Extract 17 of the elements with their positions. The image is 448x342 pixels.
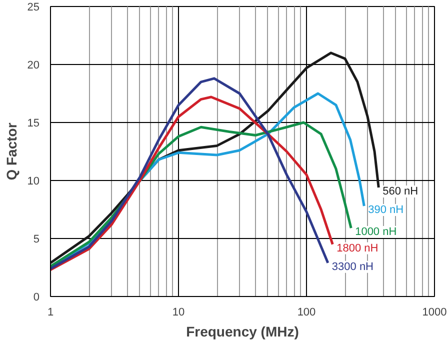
x-tick-label: 10 [172, 306, 185, 318]
series-label: 1800 nH [336, 242, 378, 254]
x-tick-label: 1 [47, 306, 54, 318]
y-tick-label: 25 [27, 2, 40, 14]
y-tick-label: 15 [27, 118, 40, 130]
y-tick-label: 10 [27, 176, 40, 188]
x-tick-label: 100 [297, 306, 316, 318]
series-label: 390 nH [368, 204, 404, 216]
y-tick-label: 5 [33, 234, 40, 246]
x-tick-label: 1000 [422, 306, 447, 318]
series-label: 3300 nH [332, 260, 374, 273]
x-axis-title: Frequency (MHz) [186, 324, 299, 340]
series-label: 1000 nH [355, 226, 397, 238]
series-label: 560 nH [382, 185, 418, 198]
y-tick-label: 0 [33, 292, 40, 304]
y-axis-title: Q Factor [3, 122, 20, 180]
y-tick-label: 20 [27, 60, 40, 72]
